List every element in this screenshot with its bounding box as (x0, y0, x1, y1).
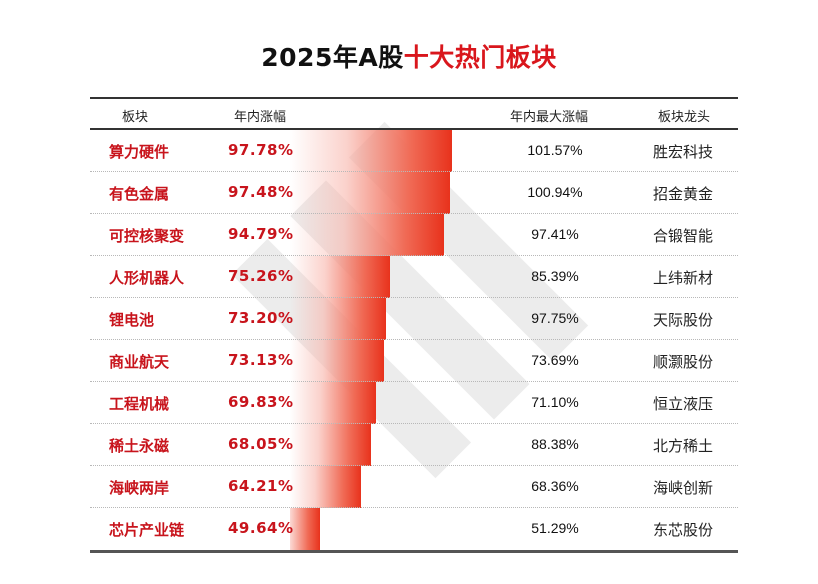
ytd-bar (290, 508, 320, 550)
sector-name: 商业航天 (109, 353, 170, 371)
row-divider (90, 255, 738, 256)
table-row: 海峡两岸 64.21% 68.36% 海峡创新 (90, 466, 738, 508)
table-bottom-rule (90, 550, 738, 553)
max-gain: 73.69% (531, 352, 579, 368)
max-gain: 68.36% (531, 478, 579, 494)
ytd-bar (290, 298, 386, 340)
ytd-bar (290, 214, 444, 256)
sector-leader: 招金黄金 (652, 185, 713, 203)
ytd-bar (290, 340, 384, 382)
title-part-red: 十大热门板块 (403, 43, 557, 72)
table-row: 商业航天 73.13% 73.69% 顺灏股份 (90, 340, 738, 382)
table-row: 有色金属 97.48% 100.94% 招金黄金 (90, 172, 738, 214)
sector-leader: 顺灏股份 (652, 353, 713, 371)
sector-leader: 天际股份 (652, 311, 713, 329)
table-row: 人形机器人 75.26% 85.39% 上纬新材 (90, 256, 738, 298)
sector-name: 稀土永磁 (109, 437, 170, 455)
sector-name: 海峡两岸 (109, 479, 170, 497)
sector-name: 人形机器人 (109, 269, 185, 287)
max-gain: 88.38% (531, 436, 579, 452)
ytd-bar (290, 172, 450, 214)
sector-name: 锂电池 (109, 311, 155, 329)
ytd-gain: 68.05% (228, 435, 294, 453)
page-title: 2025年A股十大热门板块 (0, 38, 818, 74)
header-sector: 板块 (122, 110, 149, 125)
title-part-black: 2025年A股 (261, 43, 404, 72)
ytd-gain: 49.64% (228, 519, 294, 537)
sector-leader: 北方稀土 (652, 437, 713, 455)
header-ytd: 年内涨幅 (234, 110, 287, 125)
ytd-gain: 73.13% (228, 351, 294, 369)
sector-name: 有色金属 (109, 185, 170, 203)
ytd-bar (290, 382, 376, 424)
ytd-gain: 97.78% (228, 141, 294, 159)
table-row: 工程机械 69.83% 71.10% 恒立液压 (90, 382, 738, 424)
header-leader: 板块龙头 (658, 110, 711, 125)
sector-leader: 海峡创新 (652, 479, 713, 497)
ytd-gain: 73.20% (228, 309, 294, 327)
max-gain: 97.41% (531, 226, 579, 242)
sector-leader: 东芯股份 (652, 521, 713, 539)
table-row: 算力硬件 97.78% 101.57% 胜宏科技 (90, 130, 738, 172)
header-max: 年内最大涨幅 (510, 110, 589, 125)
sector-leader: 胜宏科技 (652, 143, 713, 161)
ytd-gain: 75.26% (228, 267, 294, 285)
ytd-bar (290, 424, 371, 466)
row-divider (90, 339, 738, 340)
row-divider (90, 171, 738, 172)
ytd-gain: 94.79% (228, 225, 294, 243)
row-divider (90, 381, 738, 382)
sector-leader: 合锻智能 (652, 227, 713, 245)
sector-name: 算力硬件 (109, 143, 170, 161)
ytd-gain: 64.21% (228, 477, 294, 495)
table-row: 可控核聚变 94.79% 97.41% 合锻智能 (90, 214, 738, 256)
sector-name: 芯片产业链 (109, 521, 185, 539)
row-divider (90, 423, 738, 424)
table-row: 锂电池 73.20% 97.75% 天际股份 (90, 298, 738, 340)
row-divider (90, 465, 738, 466)
ytd-gain: 69.83% (228, 393, 294, 411)
table-header: 板块 年内涨幅 年内最大涨幅 板块龙头 (90, 99, 738, 129)
max-gain: 100.94% (527, 184, 583, 200)
max-gain: 51.29% (531, 520, 579, 536)
sector-leader: 恒立液压 (652, 395, 713, 413)
ytd-bar (290, 130, 452, 172)
table-row: 芯片产业链 49.64% 51.29% 东芯股份 (90, 508, 738, 550)
sector-leader: 上纬新材 (652, 269, 713, 287)
table-top-rule (90, 97, 738, 99)
sector-name: 工程机械 (109, 395, 170, 413)
max-gain: 97.75% (531, 310, 579, 326)
ytd-bar (290, 466, 361, 508)
table-header-rule (90, 128, 738, 130)
row-divider (90, 297, 738, 298)
max-gain: 71.10% (531, 394, 579, 410)
row-divider (90, 213, 738, 214)
max-gain: 101.57% (527, 142, 583, 158)
ytd-bar (290, 256, 390, 298)
max-gain: 85.39% (531, 268, 579, 284)
sector-name: 可控核聚变 (109, 227, 185, 245)
row-divider (90, 507, 738, 508)
ytd-gain: 97.48% (228, 183, 294, 201)
table-row: 稀土永磁 68.05% 88.38% 北方稀土 (90, 424, 738, 466)
